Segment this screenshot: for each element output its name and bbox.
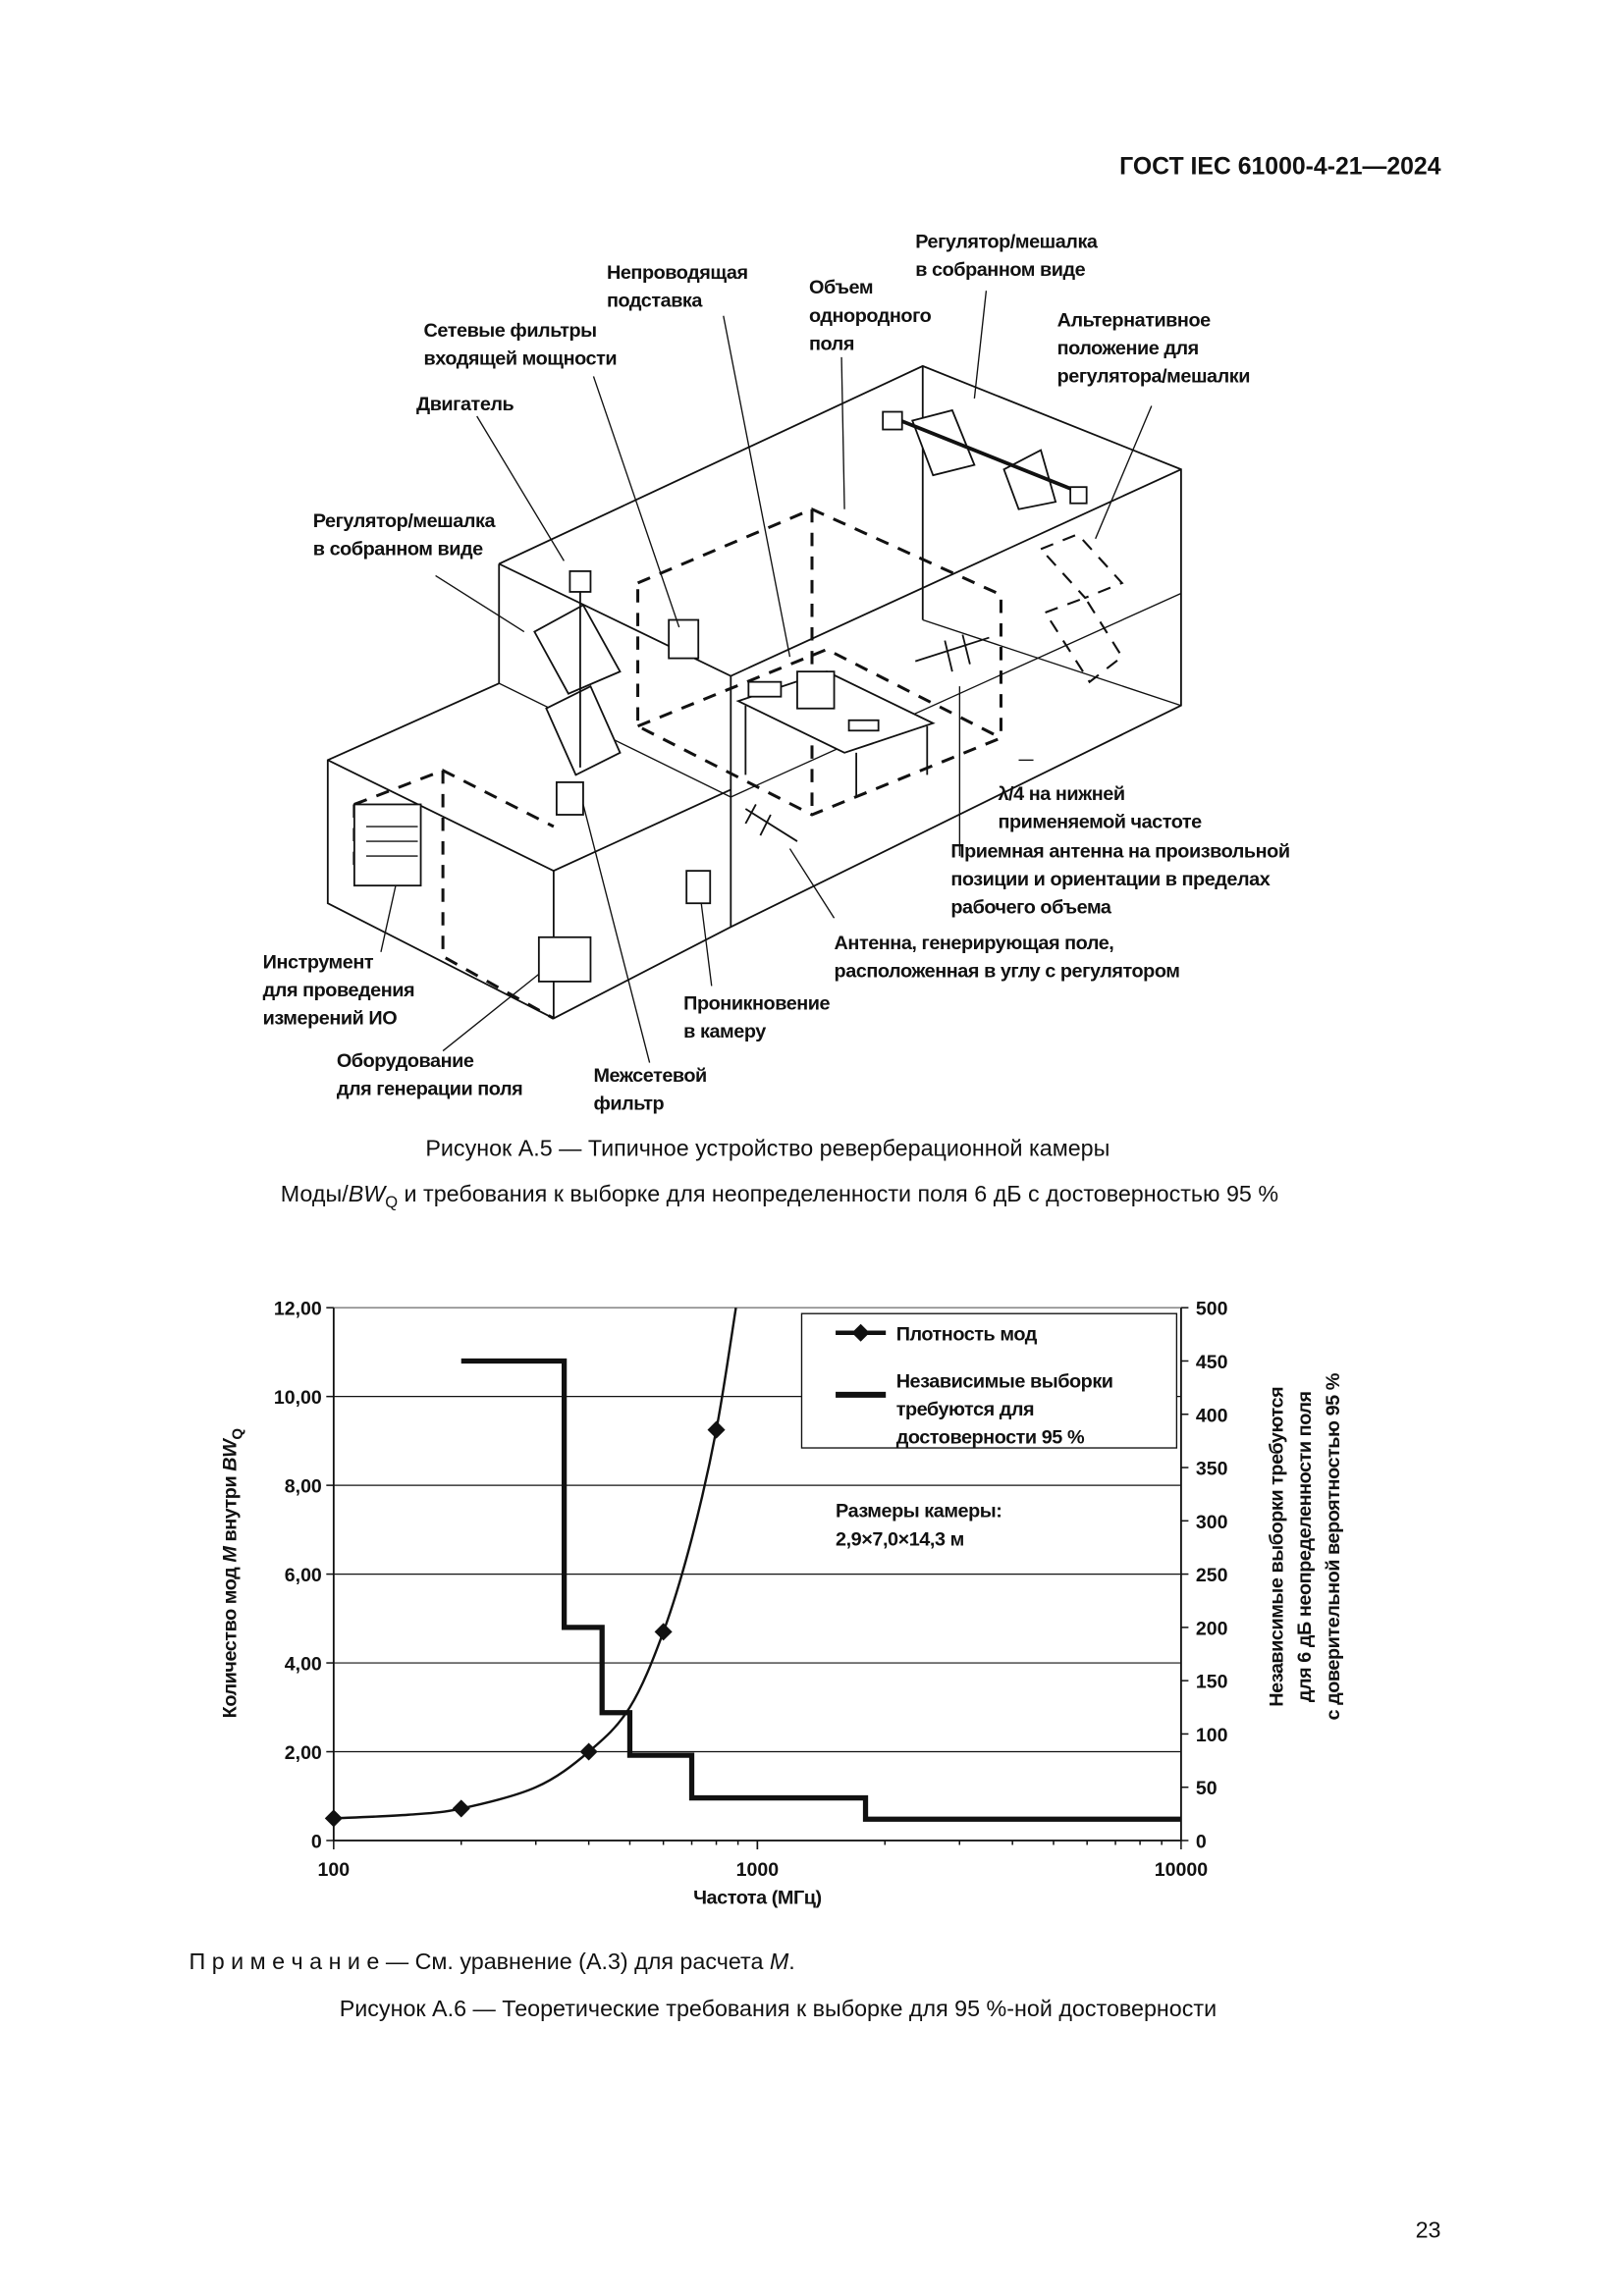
label-penetration: Проникновение в камеру bbox=[683, 992, 830, 1042]
legend: Плотность мод Независимые выборки требуют… bbox=[800, 1312, 1178, 1449]
mode-density-marker bbox=[579, 1742, 598, 1761]
chart-heading: Моды/BWQ и требования к выборке для неоп… bbox=[281, 1181, 1278, 1211]
motor-icon bbox=[568, 569, 592, 593]
note: П р и м е ч а н и е — См. уравнение (А.3… bbox=[189, 1949, 794, 1974]
y-left-tick-label: 10,00 bbox=[274, 1387, 322, 1409]
y-left-tick-label: 2,00 bbox=[285, 1742, 322, 1764]
mode-density-marker bbox=[707, 1420, 726, 1439]
y-right-axis-label-line2: для 6 дБ неопределенности поля bbox=[1294, 1391, 1316, 1702]
legend-diamond-marker bbox=[851, 1323, 870, 1342]
y-right-tick-label: 450 bbox=[1196, 1352, 1228, 1373]
label-stirrer-left: Регулятор/мешалка в собранном виде bbox=[313, 510, 497, 561]
generator-icon bbox=[537, 935, 592, 983]
chart: 0 2,00 4,00 6,00 8,00 10,00 12,00 0 50 100 150 200 2… bbox=[220, 1299, 1344, 1909]
label-instrument: Инструмент для проведения измерений ИО bbox=[263, 951, 414, 1029]
page-number: 23 bbox=[1416, 2216, 1441, 2242]
diagram-labels: Регулятор/мешалка в собранном виде Непров… bbox=[263, 232, 1290, 1115]
y-left-axis-label: Количество мод M внутри BWQ bbox=[220, 1428, 246, 1719]
label-tx-antenna: Антенна, генерирующая поле, расположенная… bbox=[835, 933, 1180, 983]
y-right-tick-label: 300 bbox=[1196, 1512, 1228, 1533]
y-left-tick-label: 0 bbox=[311, 1832, 322, 1853]
label-stand: Непроводящая подставка bbox=[607, 262, 748, 312]
label-alt-position: Альтернативное положение для регулятора/ме… bbox=[1057, 309, 1250, 387]
reverberation-chamber-diagram bbox=[326, 291, 1182, 1063]
y-right-tick-label: 150 bbox=[1196, 1672, 1228, 1693]
y-right-tick-label: 50 bbox=[1196, 1778, 1218, 1799]
y-right-axis-label-line3: с доверительной вероятностью 95 % bbox=[1323, 1372, 1344, 1720]
label-rx-antenna: Приемная антенна на произвольной позиции … bbox=[950, 841, 1289, 919]
mode-density-marker bbox=[452, 1799, 470, 1818]
label-lambda: λ/4 на нижней применяемой частоте bbox=[998, 783, 1202, 833]
legend-label-mode-density: Плотность мод bbox=[896, 1323, 1038, 1345]
y-right-axis-label-line1: Независимые выборки требуются bbox=[1267, 1387, 1288, 1707]
mode-density-curve bbox=[333, 1307, 737, 1820]
y-right-tick-label: 250 bbox=[1196, 1565, 1228, 1586]
label-bulkhead-filter: Межсетевой фильтр bbox=[593, 1065, 706, 1115]
x-tick-label: 10000 bbox=[1155, 1859, 1208, 1881]
y-right-tick-label: 350 bbox=[1196, 1459, 1228, 1480]
label-generator: Оборудование для генерации поля bbox=[337, 1050, 522, 1100]
y-left-tick-label: 12,00 bbox=[274, 1299, 322, 1320]
label-power-filters: Сетевые фильтры входящей мощности bbox=[424, 320, 618, 370]
y-left-tick-label: 8,00 bbox=[285, 1476, 322, 1498]
samples-step-line bbox=[460, 1358, 1181, 1822]
y-right-tick-label: 400 bbox=[1196, 1405, 1228, 1426]
y-left-tick-label: 4,00 bbox=[285, 1654, 322, 1676]
chamber-size-annotation: Размеры камеры: 2,9×7,0×14,3 м bbox=[836, 1501, 1001, 1551]
x-tick-label: 100 bbox=[318, 1859, 351, 1881]
label-stirrer-top: Регулятор/мешалка в собранном виде bbox=[915, 232, 1099, 282]
y-right-tick-label: 500 bbox=[1196, 1299, 1228, 1320]
document-id: ГОСТ IEC 61000-4-21—2024 bbox=[1119, 153, 1441, 180]
label-uniform-volume: Объем однородного поля bbox=[809, 277, 932, 354]
y-left-tick-label: 6,00 bbox=[285, 1565, 322, 1586]
y-right-tick-label: 200 bbox=[1196, 1618, 1228, 1639]
figure-a5-caption: Рисунок А.5 — Типичное устройство реверб… bbox=[425, 1135, 1110, 1160]
mode-density-marker bbox=[324, 1809, 343, 1828]
y-right-tick-label: 0 bbox=[1196, 1832, 1207, 1853]
legend-label-samples: Независимые выборки требуются для достовер… bbox=[896, 1370, 1113, 1448]
instrument-icon bbox=[352, 803, 422, 887]
label-motor: Двигатель bbox=[416, 394, 514, 415]
y-right-tick-label: 100 bbox=[1196, 1725, 1228, 1746]
mode-density-marker bbox=[654, 1623, 673, 1641]
x-tick-label: 1000 bbox=[736, 1859, 780, 1881]
figure-a6-caption: Рисунок А.6 — Теоретические требования к… bbox=[340, 1996, 1217, 2021]
x-axis-label: Частота (МГц) bbox=[693, 1888, 822, 1909]
